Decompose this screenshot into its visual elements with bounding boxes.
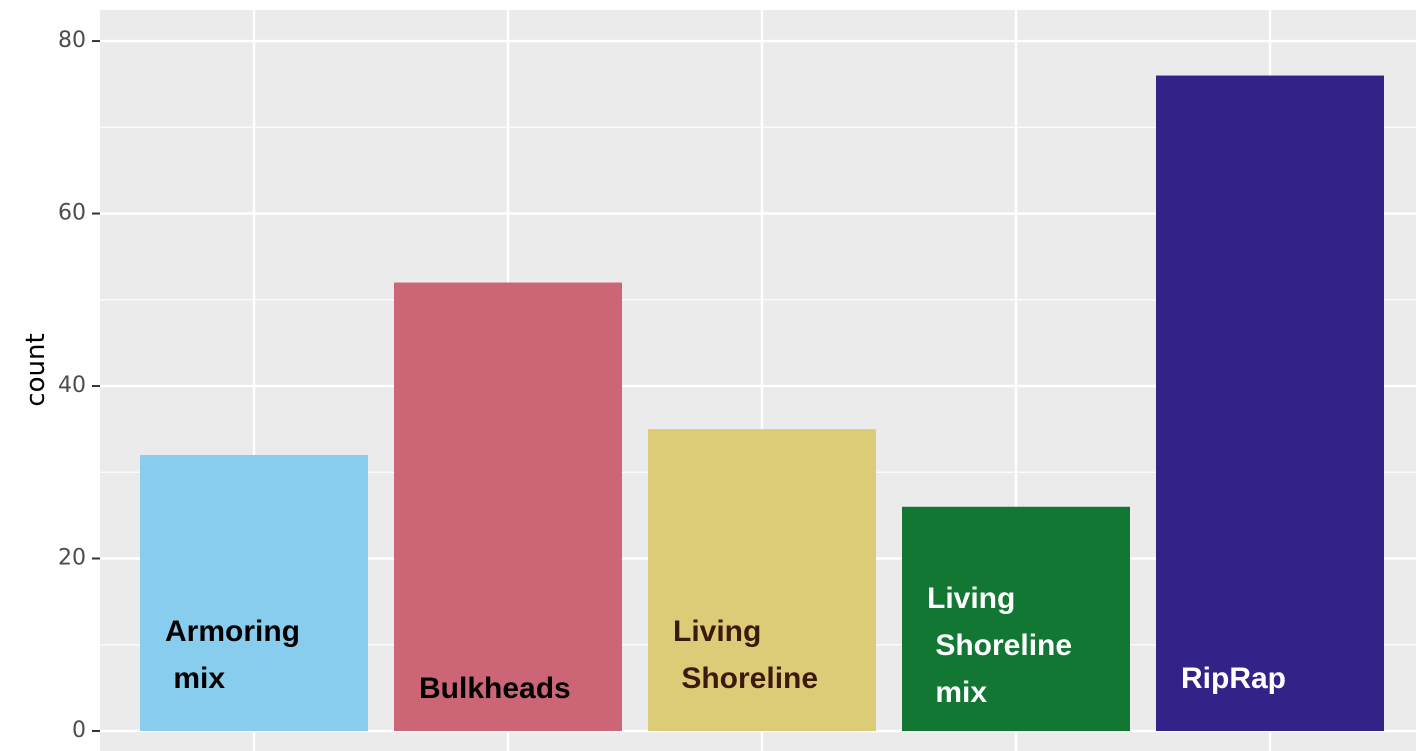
y-axis-title: count — [21, 333, 51, 406]
y-tick-label: 40 — [58, 373, 86, 398]
bar-label: Bulkheads — [419, 672, 571, 705]
bar-label: Living Shoreline — [673, 615, 818, 695]
y-tick-label: 60 — [58, 201, 86, 226]
y-tick-label: 80 — [58, 28, 86, 53]
y-tick-label: 0 — [72, 718, 86, 743]
bar-label: RipRap — [1181, 662, 1286, 695]
bar — [902, 506, 1130, 731]
bar-label: Armoring mix — [165, 615, 300, 695]
bar — [394, 282, 622, 731]
bar — [648, 429, 876, 731]
bar — [1156, 75, 1384, 731]
bar — [140, 455, 368, 731]
y-tick-label: 20 — [58, 546, 86, 571]
bar-label: Living Shoreline mix — [927, 582, 1072, 709]
